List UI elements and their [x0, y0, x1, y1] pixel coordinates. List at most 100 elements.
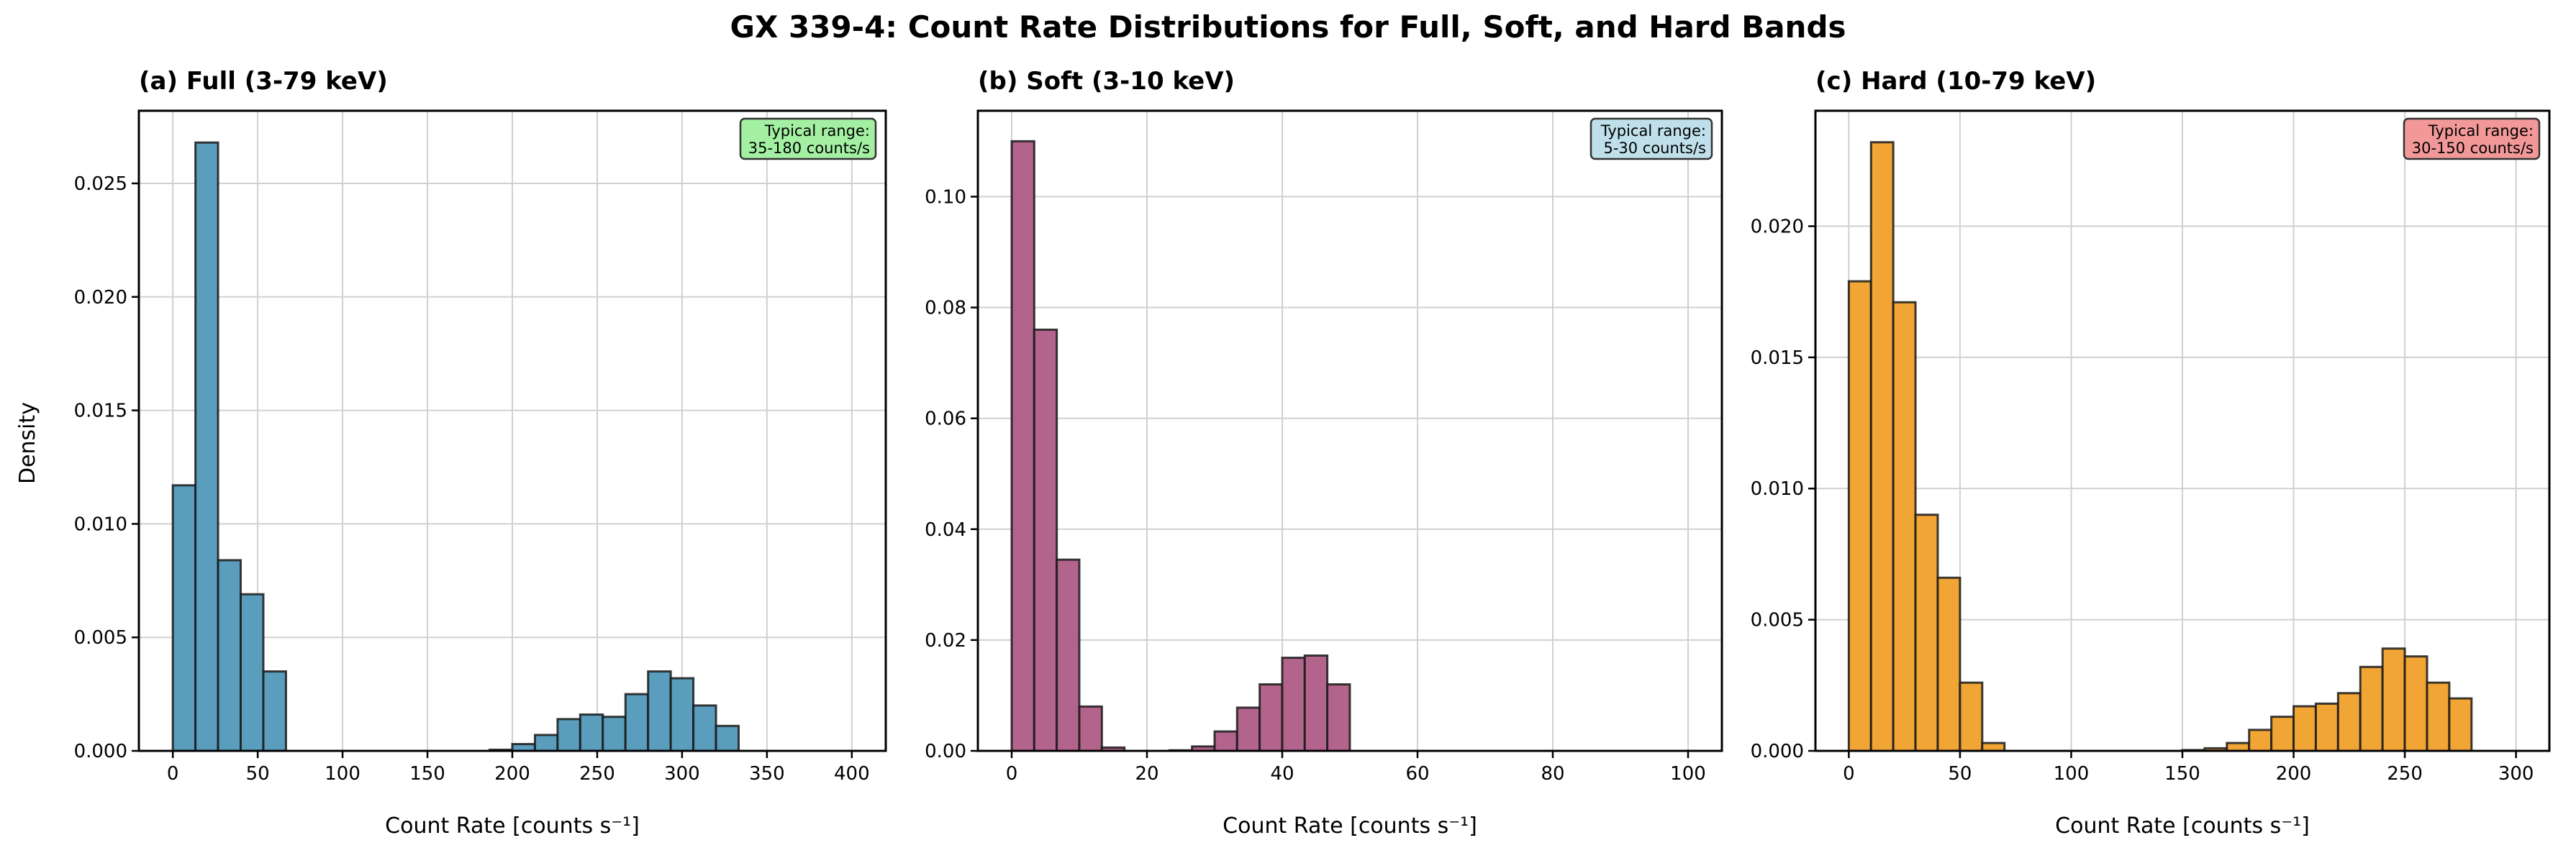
histogram-bar: [240, 593, 265, 752]
histogram-bar: [647, 670, 672, 752]
histogram-bar: [2426, 681, 2451, 752]
x-tick-label: 150: [409, 763, 445, 785]
histogram-bar: [2403, 655, 2428, 752]
y-axis-label: Density: [15, 402, 40, 484]
x-tick-label: 350: [749, 763, 785, 785]
x-tick-label: 300: [664, 763, 700, 785]
x-tick-label: 40: [1270, 763, 1294, 785]
histogram-bar: [556, 718, 581, 752]
x-tick-label: 50: [246, 763, 270, 785]
annotation-background: [739, 117, 877, 160]
annotation-text: 35-180 counts/s: [748, 140, 870, 157]
y-tick-label: 0.015: [1751, 347, 1804, 369]
histogram-bar: [1936, 576, 1962, 752]
histogram-bar: [2448, 697, 2473, 752]
x-tick-label: 200: [2276, 763, 2312, 785]
histogram-bar: [1892, 301, 1917, 752]
x-axis-label: Count Rate [counts s⁻¹]: [385, 813, 640, 839]
y-tick-label: 0.00: [925, 741, 966, 762]
annotation-background: [1589, 117, 1713, 160]
x-tick-label: 0: [1006, 763, 1018, 785]
x-tick-label: 150: [2164, 763, 2200, 785]
histogram-bar: [602, 716, 627, 752]
x-tick-label: 400: [834, 763, 870, 785]
histogram-bar: [1981, 742, 2006, 752]
annotation-box: Typical range:5-30 counts/s: [1589, 117, 1713, 160]
histogram-bar: [2359, 665, 2384, 752]
annotation-text: Typical range:: [764, 122, 870, 140]
x-tick-label: 0: [1843, 763, 1855, 785]
histogram-bar: [1847, 280, 1872, 752]
y-tick-label: 0.06: [925, 409, 966, 430]
x-tick-label: 20: [1135, 763, 1158, 785]
x-tick-label: 50: [1948, 763, 1972, 785]
histogram-bar: [1213, 730, 1238, 752]
panel-2: 0 50 100 150 200 250 300 0.000 0.005 0.010 0.015 0.…: [1751, 67, 2551, 839]
x-tick-label: 0: [167, 763, 179, 785]
y-tick-label: 0.08: [925, 298, 966, 319]
y-tick-label: 0.005: [1751, 610, 1804, 631]
annotation-box: Typical range:35-180 counts/s: [739, 117, 877, 160]
histogram-bar: [715, 724, 740, 752]
y-tick-label: 0.000: [74, 741, 127, 762]
x-tick-label: 60: [1405, 763, 1429, 785]
x-tick-label: 300: [2498, 763, 2534, 785]
x-tick-label: 250: [579, 763, 615, 785]
annotation-box: Typical range:30-150 counts/s: [2403, 117, 2541, 160]
histogram-bar: [1258, 683, 1284, 752]
panel-title: (c) Hard (10-79 keV): [1815, 67, 2096, 96]
histogram-bar: [1869, 141, 1895, 752]
y-tick-label: 0.015: [74, 401, 127, 422]
histogram-bar: [2381, 647, 2406, 752]
x-tick-label: 100: [2054, 763, 2090, 785]
histogram-bar: [1914, 514, 1939, 752]
annotation-text: 5-30 counts/s: [1603, 140, 1706, 157]
y-tick-label: 0.020: [1751, 216, 1804, 237]
y-tick-label: 0.020: [74, 287, 127, 309]
histogram-bar: [1303, 654, 1329, 752]
y-tick-label: 0.000: [1751, 741, 1804, 762]
y-tick-label: 0.10: [925, 186, 966, 208]
histogram-bar: [2314, 702, 2339, 752]
panel-title: (b) Soft (3-10 keV): [978, 67, 1235, 96]
histogram-bar: [2336, 692, 2362, 752]
histogram-bar: [194, 141, 219, 752]
histogram-bar: [692, 704, 717, 752]
annotation-background: [2403, 117, 2541, 160]
y-tick-label: 0.010: [74, 514, 127, 535]
annotation-text: 30-150 counts/s: [2412, 140, 2534, 157]
histogram-bar: [1235, 706, 1261, 752]
y-tick-label: 0.025: [74, 173, 127, 195]
x-tick-label: 100: [1670, 763, 1706, 785]
x-tick-label: 200: [494, 763, 530, 785]
histogram-bar: [2248, 729, 2273, 752]
x-tick-label: 250: [2387, 763, 2423, 785]
histogram-bar: [1078, 705, 1103, 752]
histogram-bar: [171, 484, 197, 752]
histogram-bar: [533, 734, 559, 752]
y-tick-label: 0.04: [925, 519, 966, 541]
x-axis-label: Count Rate [counts s⁻¹]: [2055, 813, 2310, 839]
suptitle: GX 339-4: Count Rate Distributions for F…: [730, 9, 1846, 45]
histogram-bar: [1959, 681, 1984, 752]
histogram-bar: [1010, 140, 1035, 752]
panel-1: 0 20 40 60 80 100 0.00 0.02 0.04 0.06 0.08 0.10 (b) …: [925, 67, 1723, 839]
x-axis-label: Count Rate [counts s⁻¹]: [1223, 813, 1477, 839]
histogram-bar: [2270, 716, 2295, 752]
y-tick-label: 0.010: [1751, 478, 1804, 500]
y-tick-label: 0.02: [925, 630, 966, 652]
histogram-bar: [262, 670, 287, 752]
histogram-bar: [217, 559, 242, 752]
y-tick-label: 0.005: [74, 627, 127, 649]
x-tick-label: 100: [325, 763, 360, 785]
annotation-text: Typical range:: [1600, 122, 1706, 140]
histogram-bar: [1281, 657, 1306, 752]
histogram-bar: [1056, 558, 1081, 752]
panel-0: 0 50 100 150 200 250 300 350 400 0.000 0.005 0.010 0…: [74, 67, 887, 839]
panel-title: (a) Full (3-79 keV): [139, 67, 388, 96]
histogram-bar: [579, 713, 604, 752]
histogram-bar: [2292, 705, 2317, 752]
histogram-bar: [1033, 328, 1058, 752]
histogram-bar: [669, 677, 695, 752]
